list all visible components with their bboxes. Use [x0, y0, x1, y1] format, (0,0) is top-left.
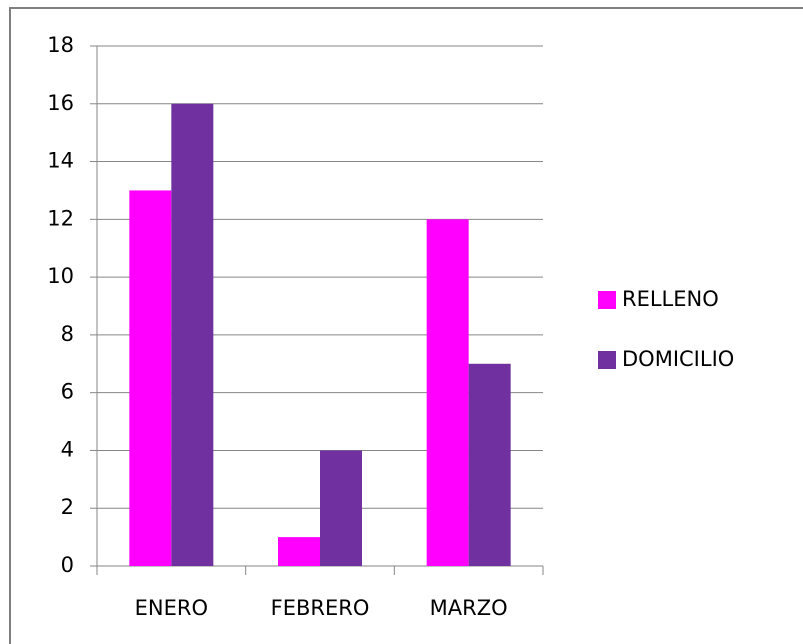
bar	[468, 363, 511, 566]
bar	[278, 537, 320, 566]
x-tick-label: FEBRERO	[271, 596, 370, 620]
y-tick-label: 18	[47, 33, 74, 57]
y-tick-label: 12	[47, 206, 74, 230]
y-tick-label: 0	[61, 553, 74, 577]
y-tick-label: 10	[47, 264, 74, 288]
legend-swatch	[598, 351, 616, 369]
bar	[129, 190, 172, 566]
x-tick-label: ENERO	[135, 596, 208, 620]
bar	[426, 219, 469, 567]
legend-swatch	[598, 291, 616, 309]
legend-label: RELLENO	[622, 287, 719, 311]
x-tick-label: MARZO	[430, 596, 508, 620]
bar	[171, 103, 214, 567]
bar	[320, 450, 362, 566]
y-tick-label: 4	[61, 437, 74, 461]
y-tick-label: 16	[47, 91, 74, 115]
y-tick-label: 14	[47, 149, 74, 173]
y-tick-label: 8	[61, 322, 74, 346]
legend-label: DOMICILIO	[622, 347, 734, 371]
y-tick-label: 2	[61, 495, 74, 519]
y-tick-label: 6	[61, 380, 74, 404]
